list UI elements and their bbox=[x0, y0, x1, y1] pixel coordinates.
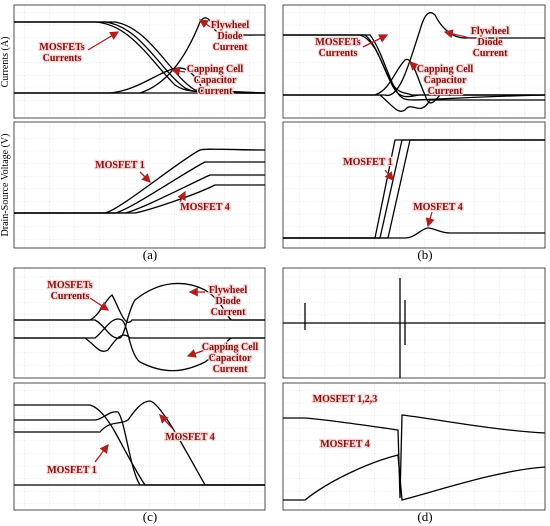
annotation: Capping Cell bbox=[187, 64, 244, 75]
y-axis-title: Drain-Source Voltage (V) bbox=[0, 134, 11, 237]
annotation: Current bbox=[473, 48, 508, 59]
annotation: Flywheel bbox=[211, 20, 250, 31]
annotation: Capping Cell bbox=[202, 342, 259, 353]
panel-label: (d) bbox=[417, 509, 432, 524]
annotation: Currents bbox=[43, 53, 82, 64]
annotation: MOSFETs bbox=[47, 280, 92, 291]
annotation: Diode bbox=[216, 296, 242, 307]
annotation: Currents bbox=[51, 291, 90, 302]
y-axis-title: Currents (A) bbox=[0, 37, 11, 88]
annotation: Capping Cell bbox=[417, 64, 474, 75]
annotation: Capacitor bbox=[424, 75, 467, 86]
plot-area bbox=[282, 382, 546, 511]
waveforms bbox=[14, 148, 266, 214]
annotation: Diode bbox=[478, 37, 504, 48]
plot-area bbox=[282, 121, 546, 249]
waveforms bbox=[14, 282, 265, 372]
annotation: Current bbox=[198, 86, 233, 97]
annotation: MOSFET 4 bbox=[320, 439, 370, 450]
annotation: MOSFET 1 bbox=[95, 160, 145, 171]
annotation: Current bbox=[428, 86, 463, 97]
waveforms bbox=[14, 17, 266, 94]
annotation: MOSFET 1,2,3 bbox=[313, 394, 378, 405]
annotation: MOSFETs bbox=[39, 42, 84, 53]
annotation: MOSFET 4 bbox=[180, 202, 230, 213]
panel-label: (b) bbox=[417, 247, 432, 262]
annotation: Capacitor bbox=[209, 353, 252, 364]
plot-area bbox=[13, 382, 266, 511]
plot-area bbox=[13, 267, 266, 379]
waveforms bbox=[283, 414, 546, 501]
panel-label: (a) bbox=[143, 247, 157, 262]
annotation: Currents bbox=[319, 48, 358, 59]
annotation: Current bbox=[211, 307, 246, 318]
plot-area bbox=[282, 4, 546, 119]
annotation: Flywheel bbox=[471, 26, 510, 37]
annotation: Capacitor bbox=[194, 75, 237, 86]
annotation: Current bbox=[213, 42, 248, 53]
annotation: Current bbox=[213, 364, 248, 375]
annotation: MOSFET 4 bbox=[413, 202, 463, 213]
waveforms bbox=[283, 278, 545, 378]
annotation: MOSFET 1 bbox=[343, 157, 393, 168]
annotation: MOSFET 4 bbox=[165, 432, 215, 443]
arrows bbox=[87, 19, 471, 463]
annotation: Diode bbox=[218, 31, 244, 42]
panel-label: (c) bbox=[143, 509, 157, 524]
annotation: MOSFET 1 bbox=[47, 465, 97, 476]
waveforms bbox=[14, 400, 265, 486]
waveforms bbox=[283, 139, 545, 239]
annotation: Flywheel bbox=[209, 285, 248, 296]
annotation: MOSFETs bbox=[315, 37, 360, 48]
plot-area bbox=[13, 4, 266, 119]
